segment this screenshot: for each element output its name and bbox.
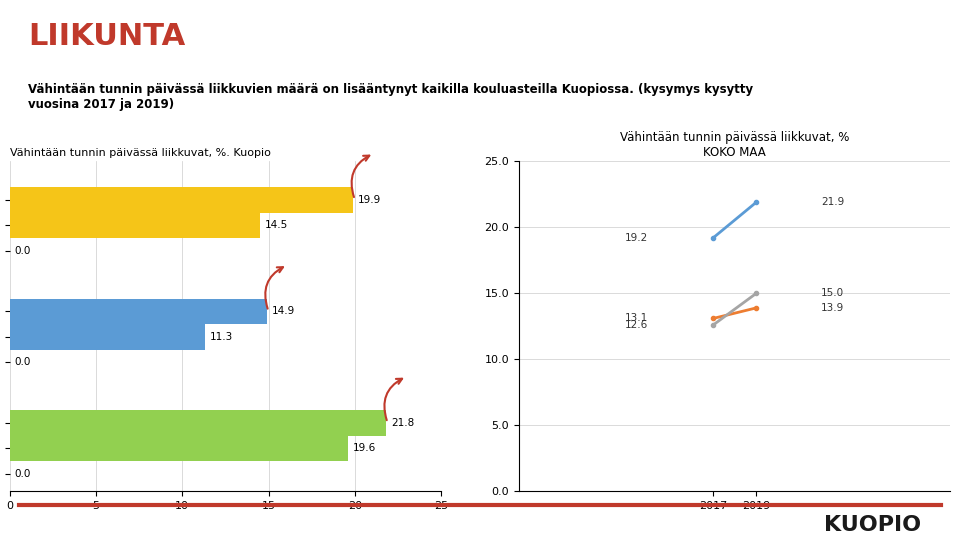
Bar: [10, 436, 348, 461]
Text: 15.0: 15.0: [821, 288, 844, 299]
Bar: [10, 213, 260, 238]
Text: 12.6: 12.6: [625, 320, 648, 330]
Text: 14.5: 14.5: [265, 220, 288, 230]
Text: 0.0: 0.0: [14, 246, 31, 256]
Title: Vähintään tunnin päivässä liikkuvat, %
KOKO MAA: Vähintään tunnin päivässä liikkuvat, % K…: [620, 131, 850, 159]
Bar: [10, 187, 353, 213]
Text: 13.9: 13.9: [821, 303, 844, 313]
Text: 19.2: 19.2: [625, 233, 648, 243]
Text: LIIKUNTA: LIIKUNTA: [29, 22, 185, 51]
Bar: [10, 324, 204, 349]
Text: 13.1: 13.1: [625, 314, 648, 323]
Text: Vähintään tunnin päivässä liikkuvien määrä on lisääntynyt kaikilla kouluasteilla: Vähintään tunnin päivässä liikkuvien mää…: [29, 83, 754, 111]
Bar: [10, 410, 386, 436]
Text: 0.0: 0.0: [14, 469, 31, 479]
Text: 0.0: 0.0: [14, 357, 31, 367]
Text: 14.9: 14.9: [272, 306, 296, 316]
Text: 21.8: 21.8: [391, 418, 415, 428]
Text: 19.9: 19.9: [358, 195, 381, 205]
Bar: [10, 299, 267, 324]
Text: 21.9: 21.9: [821, 197, 844, 207]
Text: 19.6: 19.6: [353, 443, 376, 454]
Text: KUOPIO: KUOPIO: [825, 515, 922, 535]
Text: 11.3: 11.3: [210, 332, 233, 342]
Text: Vähintään tunnin päivässä liikkuvat, %. Kuopio: Vähintään tunnin päivässä liikkuvat, %. …: [10, 148, 271, 158]
